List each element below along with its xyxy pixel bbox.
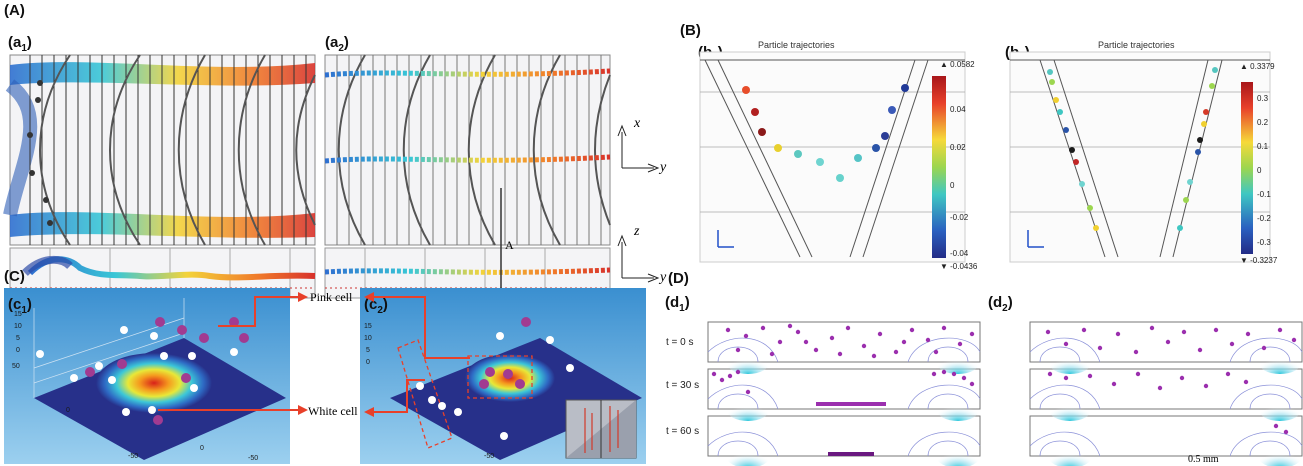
panel-d1-plot xyxy=(707,321,981,466)
c2-z-tick: 15 xyxy=(364,323,372,330)
panel-c2-label: (c2) xyxy=(364,296,388,316)
c2-z-tick: 10 xyxy=(364,335,372,342)
colorbar-b1-min: ▼ -0.0436 xyxy=(940,262,978,271)
c1-z-tick: 5 xyxy=(16,335,20,342)
c1-axis-tick: -50 xyxy=(248,455,258,462)
colorbar-b2-tick: 0.2 xyxy=(1257,118,1269,127)
c1-z-tick: 10 xyxy=(14,323,22,330)
scale-bar-label: 0.5 mm xyxy=(1188,454,1219,465)
colorbar-b2-max: ▲ 0.3379 xyxy=(1240,62,1275,71)
time-label-30: t = 30 s xyxy=(666,380,700,391)
colorbar-b2-tick: 0 xyxy=(1257,166,1262,175)
colorbar-b2 xyxy=(1241,82,1253,254)
colorbar-b2-tick: -0.3 xyxy=(1257,238,1271,247)
panel-a1-label: (a1) xyxy=(8,34,32,54)
colorbar-b1-tick: 0 xyxy=(950,181,955,190)
c2-axis-tick: -50 xyxy=(484,453,494,460)
panel-d2-label: (d2) xyxy=(988,294,1013,314)
c1-axis-tick: 0 xyxy=(66,407,70,414)
white-cell-label: White cell xyxy=(308,404,358,418)
panel-a1-top-plot xyxy=(3,54,316,246)
panel-c-label: (C) xyxy=(4,268,25,285)
panel-c1-label: (c1) xyxy=(8,296,32,316)
c1-z-tick: 15 xyxy=(14,311,22,318)
panel-b-label: (B) xyxy=(680,22,701,39)
panel-d1-label: (d1) xyxy=(665,294,690,314)
c1-z-tick: 0 xyxy=(16,347,20,354)
colorbar-b1-tick: -0.02 xyxy=(950,213,969,222)
c1-z-tick: 50 xyxy=(12,363,20,370)
panel-b1-plot xyxy=(699,51,966,263)
panel-c1-plot: 15 10 5 0 50 0 -50 0 -50 xyxy=(4,288,290,464)
colorbar-b1-tick: 0.04 xyxy=(950,105,966,114)
panel-a-label: (A) xyxy=(4,2,25,19)
colorbar-b2-tick: 0.3 xyxy=(1257,94,1269,103)
colorbar-b1 xyxy=(932,76,946,258)
panel-a2-top-plot xyxy=(324,54,611,246)
axis-x-label: x xyxy=(634,116,641,131)
axes-zy-indicator xyxy=(617,234,660,283)
c2-z-tick: 0 xyxy=(366,359,370,366)
c1-axis-tick: 0 xyxy=(200,445,204,452)
panel-d2-plot xyxy=(1029,321,1303,466)
panel-b1-title: Particle trajectories xyxy=(758,40,835,50)
axis-y-label-top: y xyxy=(660,160,667,175)
c2-z-tick: 5 xyxy=(366,347,370,354)
colorbar-b1-tick: -0.04 xyxy=(950,249,969,258)
colorbar-b2-tick: -0.2 xyxy=(1257,214,1271,223)
panel-b2-plot xyxy=(1009,51,1271,263)
panel-d-label: (D) xyxy=(668,270,689,287)
panel-b2-title: Particle trajectories xyxy=(1098,40,1175,50)
panel-a2-label: (a2) xyxy=(325,34,349,54)
colorbar-b1-tick: 0.02 xyxy=(950,143,966,152)
pink-cell-label: Pink cell xyxy=(310,290,353,304)
c1-axis-tick: -50 xyxy=(128,453,138,460)
axes-xy-indicator xyxy=(617,124,660,173)
colorbar-b2-tick: 0.1 xyxy=(1257,142,1269,151)
panel-c2-plot: 15 10 5 0 -50 xyxy=(360,288,646,464)
colorbar-b1-max: ▲ 0.0582 xyxy=(940,60,975,69)
colorbar-b2-min: ▼ -0.3237 xyxy=(1240,256,1278,265)
axis-z-label: z xyxy=(634,224,640,239)
axis-y-label-bottom: y xyxy=(660,270,667,285)
time-label-60: t = 60 s xyxy=(666,426,700,437)
colorbar-b2-tick: -0.1 xyxy=(1257,190,1271,199)
time-label-0: t = 0 s xyxy=(666,337,694,348)
section-line-label-top: A xyxy=(505,238,514,252)
